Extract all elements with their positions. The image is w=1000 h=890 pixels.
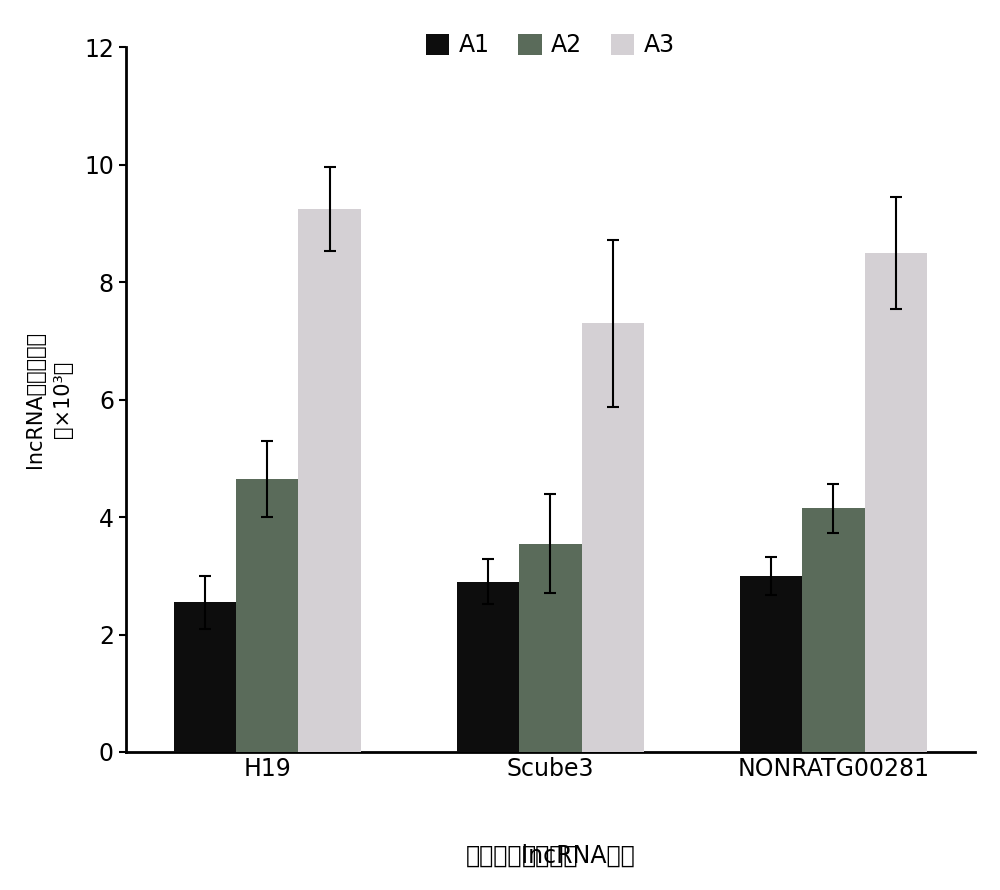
Bar <box>236 479 298 752</box>
Y-axis label: lncRNA的相对含量
（×10³）: lncRNA的相对含量 （×10³） <box>25 331 73 468</box>
Text: 筛选出的: 筛选出的 <box>522 844 579 868</box>
Legend: A1, A2, A3: A1, A2, A3 <box>416 24 684 67</box>
Bar <box>174 603 236 752</box>
Bar <box>519 544 582 752</box>
Bar <box>457 582 519 752</box>
Bar <box>582 323 644 752</box>
Bar <box>802 508 865 752</box>
Bar <box>298 209 361 752</box>
Bar <box>865 253 927 752</box>
Text: 筛选出的lncRNA名称: 筛选出的lncRNA名称 <box>466 844 635 868</box>
Bar <box>740 576 802 752</box>
